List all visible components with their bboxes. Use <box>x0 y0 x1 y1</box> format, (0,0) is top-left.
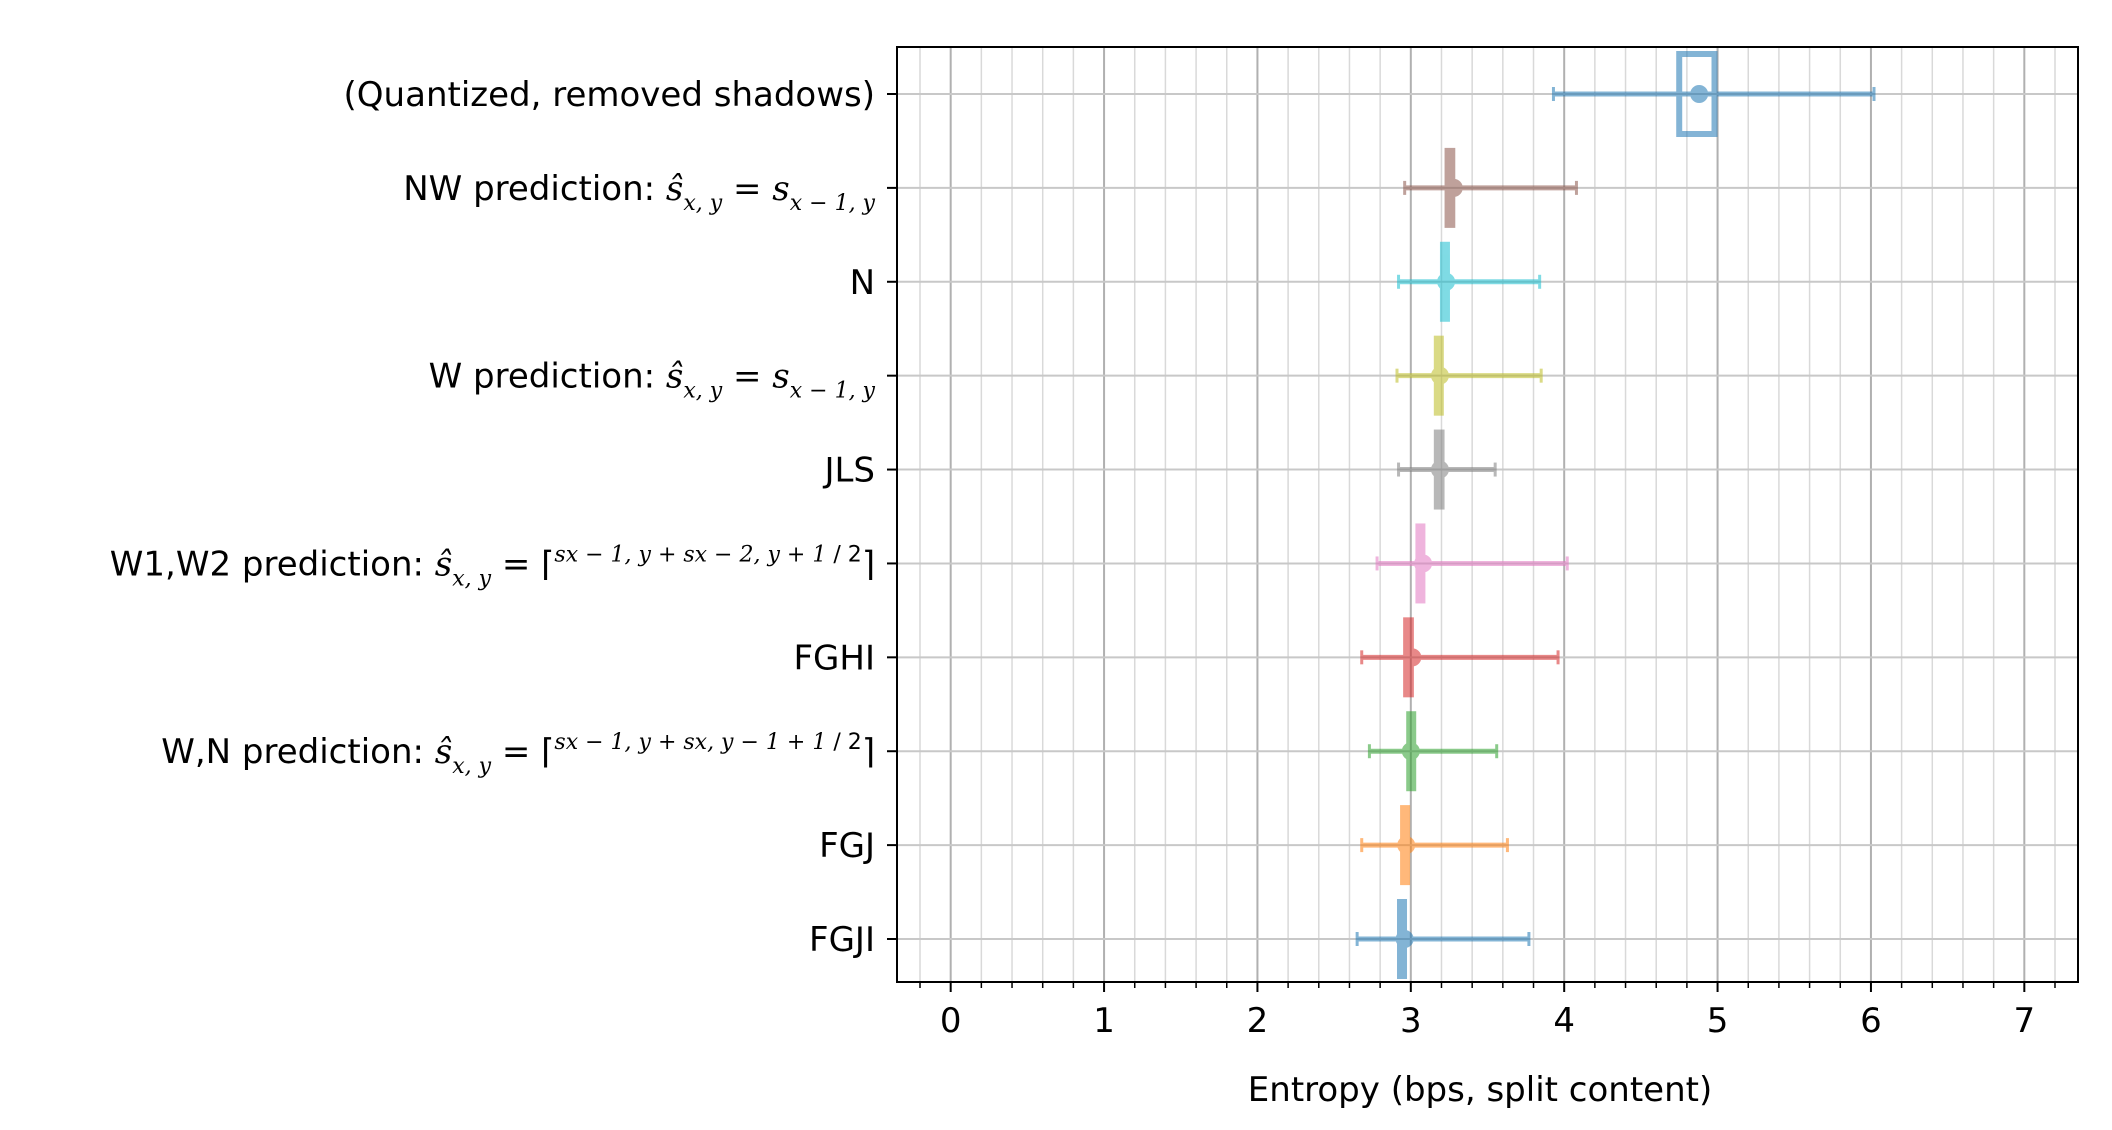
mean-point <box>1403 648 1422 667</box>
label-fragment: = ⌈ <box>491 732 554 772</box>
y-tick-label: N <box>850 263 875 303</box>
x-tick-label: 6 <box>1860 1001 1882 1041</box>
label-fragment: x, y <box>683 379 722 404</box>
mean-point <box>1444 178 1463 197</box>
y-tick-label: W prediction: ŝx, y = sx − 1, y <box>429 357 876 404</box>
mean-point <box>1690 85 1709 103</box>
label-fragment: x, y <box>683 191 722 216</box>
x-axis-ticks: 0 1 2 3 4 5 6 7 <box>919 982 2056 1041</box>
plot-frame <box>896 46 2079 983</box>
y-tick-label: JLS <box>822 451 875 491</box>
label-fragment: x, y <box>452 566 491 591</box>
mean-point <box>1430 366 1449 385</box>
label-fragment: ⌉ <box>862 732 875 772</box>
x-axis-label: Entropy (bps, split content) <box>1248 1070 1712 1110</box>
y-tick-label: FGJ <box>819 826 875 866</box>
label-fragment: W,N prediction: <box>161 732 435 772</box>
label-fragment: sx − 1, y + sx, y − 1 + 1 <box>554 730 826 755</box>
row-mark-group <box>1551 51 1876 137</box>
label-fragment: = ⌈ <box>491 544 554 584</box>
label-fragment: / 2 <box>826 542 861 567</box>
label-fragment: NW prediction: <box>403 169 666 209</box>
label-fragment: W1,W2 prediction: <box>110 544 435 584</box>
row-mark-group <box>1375 523 1569 604</box>
mean-point <box>1430 460 1449 479</box>
y-tick-label: (Quantized, removed shadows) <box>344 75 875 115</box>
data-marks <box>1355 51 1876 979</box>
mean-point <box>1437 272 1456 291</box>
x-tick-label: 0 <box>940 1001 962 1041</box>
y-axis-labels: (Quantized, removed shadows)NW predictio… <box>110 75 897 960</box>
y-tick-label: FGJI <box>809 920 875 960</box>
label-fragment: = s <box>722 357 790 397</box>
mean-point <box>1414 554 1433 573</box>
x-tick-label: 3 <box>1400 1001 1422 1041</box>
label-fragment: ŝ <box>666 169 683 209</box>
mean-point <box>1401 742 1420 761</box>
label-fragment: = s <box>722 169 790 209</box>
y-tick-label: W1,W2 prediction: ŝx, y = ⌈sx − 1, y + s… <box>110 542 875 591</box>
label-fragment: W prediction: <box>429 357 666 397</box>
minor-grid <box>919 47 2056 982</box>
mean-point <box>1395 930 1414 948</box>
label-fragment: x, y <box>452 754 491 779</box>
row-mark-group <box>1360 617 1560 698</box>
row-mark-group <box>1355 899 1531 979</box>
x-tick-label: 7 <box>2013 1001 2035 1041</box>
label-fragment: ⌉ <box>862 544 875 584</box>
label-fragment: x − 1, y <box>790 379 876 404</box>
y-tick-label: NW prediction: ŝx, y = sx − 1, y <box>403 169 875 216</box>
y-tick-label: W,N prediction: ŝx, y = ⌈sx − 1, y + sx,… <box>161 730 875 779</box>
row-mark-group <box>1367 711 1499 792</box>
x-tick-label: 2 <box>1247 1001 1269 1041</box>
label-fragment: ŝ <box>666 357 683 397</box>
y-tick-label: FGHI <box>794 638 876 678</box>
mean-point <box>1397 836 1416 855</box>
x-tick-label: 4 <box>1553 1001 1575 1041</box>
label-fragment: sx − 1, y + sx − 2, y + 1 <box>554 542 826 567</box>
row-mark-group <box>1397 241 1542 322</box>
label-fragment: ŝ <box>435 544 452 584</box>
label-fragment: ŝ <box>435 732 452 772</box>
range-box <box>1676 51 1718 137</box>
label-fragment: / 2 <box>826 730 861 755</box>
x-tick-label: 1 <box>1093 1001 1115 1041</box>
row-mark-group <box>1395 335 1543 416</box>
row-mark-group <box>1403 147 1578 228</box>
x-tick-label: 5 <box>1707 1001 1729 1041</box>
row-mark-group <box>1397 429 1497 510</box>
label-fragment: x − 1, y <box>790 191 876 216</box>
row-mark-group <box>1360 805 1509 886</box>
